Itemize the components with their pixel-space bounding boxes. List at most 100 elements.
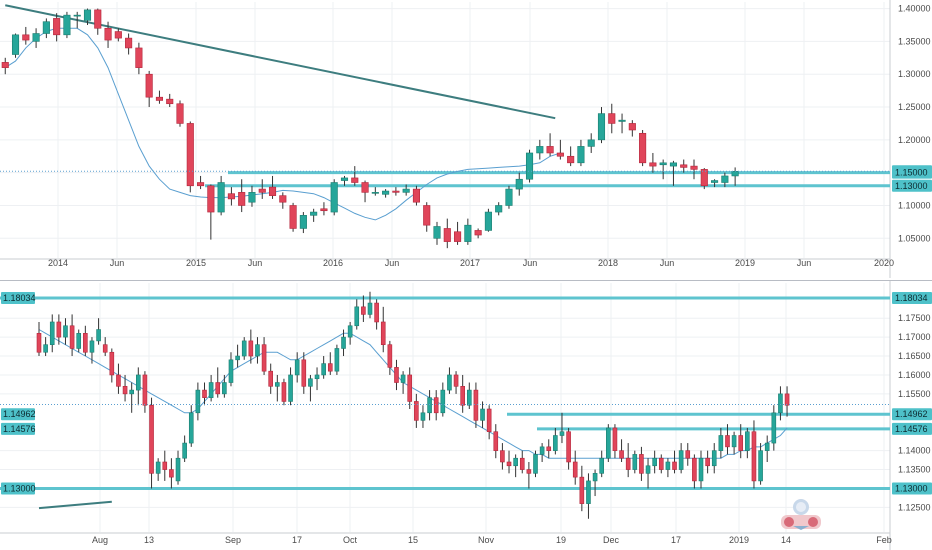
candle-body [474,230,482,236]
candle-body [672,461,677,470]
candle-body [392,190,400,193]
y-tick-label: 1.05000 [898,233,931,243]
candle [155,90,163,104]
candle-body [340,177,349,181]
candle [53,13,61,42]
candle-body [738,435,744,451]
candle [556,139,564,160]
candle-body [268,186,277,196]
candle [361,295,366,322]
x-tick-label: 17 [292,535,302,545]
candle [506,450,512,474]
candle [464,218,472,245]
candle-body [711,450,717,467]
price-tag-label-left: 1.14576 [3,424,36,434]
candle-body [155,96,163,101]
candle-body [579,476,585,504]
candle [669,160,678,186]
candle [412,185,421,206]
candle-body [361,182,369,193]
candle-body [586,480,591,504]
candle [546,133,554,157]
candle-body [758,450,763,482]
candle-body [387,344,393,368]
x-tick-label: 13 [144,535,154,545]
weekly-panel[interactable]: 1.40000 1.35000 1.30000 1.25000 1.20000 1.150… [0,0,932,278]
candle [162,450,168,481]
candle-body [536,146,544,154]
candle-body [32,33,40,42]
candle [122,374,128,402]
candle [608,103,616,134]
candle [63,318,68,345]
candle-body [423,205,431,226]
candle [195,382,201,421]
price-tag: 1.15000 [892,166,932,179]
candle [639,130,647,167]
candle [392,187,400,196]
candle [692,454,697,489]
price-tag-label: 1.18034 [895,293,928,303]
y-tick-label: 1.40000 [898,4,931,14]
candle [443,218,451,249]
y-tick-label: 1.15500 [898,389,931,399]
candle-body [692,457,697,482]
candle [169,458,174,489]
candle [606,424,611,462]
candle [721,172,729,188]
candle-body [567,155,575,164]
daily-panel[interactable]: 1.17500 1.17000 1.16500 1.16000 1.15500 1.140… [0,281,932,550]
candle-body [515,178,523,190]
candle-body [625,457,631,470]
candle-body [454,231,462,242]
candle [145,70,153,108]
candle-body [546,146,554,154]
candle [515,172,523,196]
candle [705,450,710,474]
candle [288,367,293,406]
candle [248,185,256,207]
candle-body [414,401,419,421]
candle-body [711,180,719,183]
candle-body [241,340,247,357]
candle [473,382,479,428]
candle-body [669,162,678,167]
candle-body [327,363,333,372]
candle-body [162,461,168,470]
candle-body [771,412,777,444]
candle [700,168,708,190]
candle-body [314,374,320,380]
candle [83,325,88,357]
candle [546,439,552,459]
candle-body [628,123,636,131]
candle-body [394,367,399,383]
price-tag-box [892,166,932,179]
candle-body [217,182,225,213]
candle [559,412,565,444]
candle [632,450,638,474]
candle [731,431,737,455]
candle [102,337,108,357]
candle [387,340,393,375]
candle [652,450,657,474]
candle-body [685,450,691,459]
candle [645,458,651,489]
candle-body [731,171,739,177]
candle [533,450,538,478]
candle-body [104,27,112,41]
candle-body [495,205,503,213]
candle-body [519,457,525,470]
candle [493,424,499,459]
candle [43,337,48,357]
candle [36,321,42,357]
candle-body [618,119,626,122]
price-tag-label: 1.14962 [895,409,928,419]
candle-body [215,382,221,395]
candle-body [310,211,318,216]
candle [665,458,671,478]
candle-body [500,450,505,463]
candle [279,192,287,209]
candle-body [94,9,102,29]
candle [49,314,55,353]
